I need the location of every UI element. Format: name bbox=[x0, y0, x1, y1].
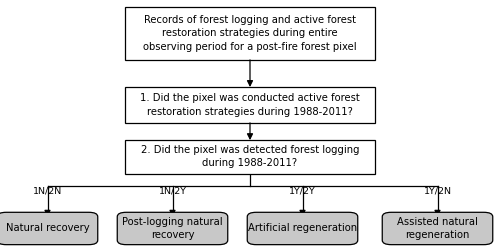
FancyBboxPatch shape bbox=[247, 212, 358, 245]
Text: 1Y/2Y: 1Y/2Y bbox=[289, 187, 316, 196]
Text: Assisted natural
regeneration: Assisted natural regeneration bbox=[397, 217, 478, 240]
Text: 2. Did the pixel was detected forest logging
during 1988-2011?: 2. Did the pixel was detected forest log… bbox=[141, 145, 359, 168]
FancyBboxPatch shape bbox=[125, 140, 375, 174]
FancyBboxPatch shape bbox=[382, 212, 492, 245]
Text: 1N/2Y: 1N/2Y bbox=[158, 187, 186, 196]
Text: Artificial regeneration: Artificial regeneration bbox=[248, 224, 357, 233]
Text: Natural recovery: Natural recovery bbox=[6, 224, 89, 233]
Text: Records of forest logging and active forest
restoration strategies during entire: Records of forest logging and active for… bbox=[143, 15, 357, 52]
FancyBboxPatch shape bbox=[125, 7, 375, 60]
Text: Post-logging natural
recovery: Post-logging natural recovery bbox=[122, 217, 223, 240]
FancyBboxPatch shape bbox=[0, 212, 98, 245]
Text: 1Y/2N: 1Y/2N bbox=[424, 187, 452, 196]
Text: 1. Did the pixel was conducted active forest
restoration strategies during 1988-: 1. Did the pixel was conducted active fo… bbox=[140, 93, 360, 117]
FancyBboxPatch shape bbox=[125, 87, 375, 123]
FancyBboxPatch shape bbox=[117, 212, 228, 245]
Text: 1N/2N: 1N/2N bbox=[33, 187, 62, 196]
